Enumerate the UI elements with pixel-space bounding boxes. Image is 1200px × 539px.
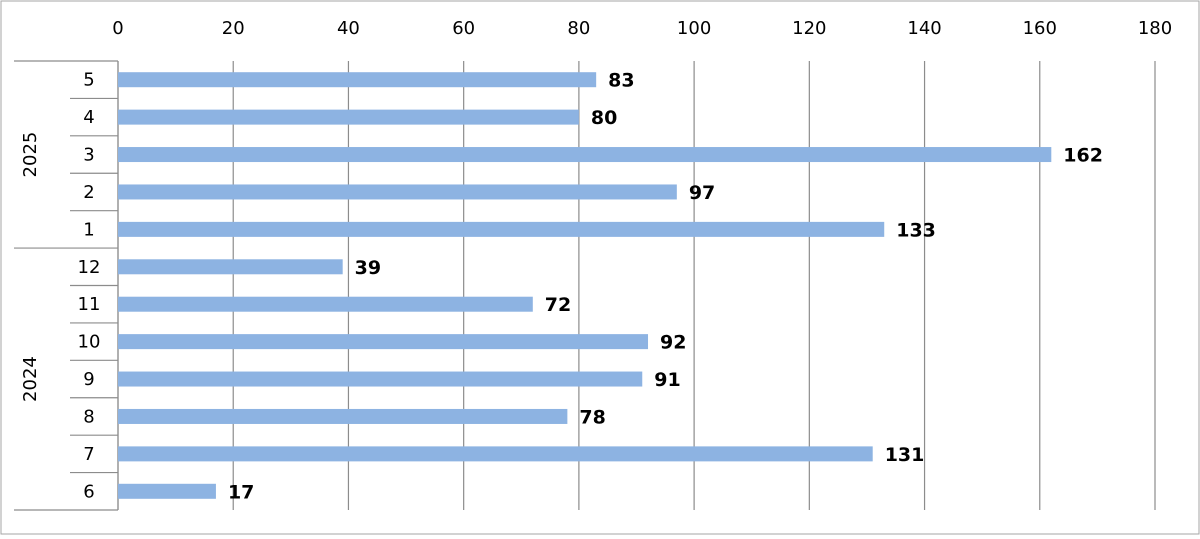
group-label-2024: 2024	[20, 356, 41, 402]
category-label-2024-6: 6	[83, 481, 94, 502]
data-label-2024-8: 78	[579, 406, 605, 428]
category-label-2024-9: 9	[83, 369, 94, 390]
x-tick-label-80: 80	[567, 18, 590, 39]
data-label-2024-6: 17	[228, 481, 254, 503]
data-label-2024-12: 39	[355, 257, 381, 279]
category-label-2024-11: 11	[78, 294, 101, 315]
data-label-2024-10: 92	[660, 332, 686, 354]
bar-2025-1	[118, 221, 885, 237]
bar-2024-6	[118, 483, 216, 499]
category-label-2025-4: 4	[83, 107, 94, 128]
bar-2024-12	[118, 259, 343, 275]
category-label-2025-5: 5	[83, 70, 94, 91]
data-label-2025-5: 83	[608, 70, 634, 92]
data-label-2024-11: 72	[545, 294, 571, 316]
data-label-2024-7: 131	[885, 444, 925, 466]
x-tick-label-100: 100	[677, 18, 711, 39]
bar-2025-2	[118, 184, 677, 200]
x-tick-label-0: 0	[112, 18, 123, 39]
bar-2024-10	[118, 334, 649, 350]
bar-2025-5	[118, 72, 597, 88]
bar-2024-7	[118, 446, 873, 462]
category-label-2024-8: 8	[83, 406, 94, 427]
category-label-2025-3: 3	[83, 145, 94, 166]
data-label-2024-9: 91	[654, 369, 680, 391]
x-tick-label-160: 160	[1023, 18, 1057, 39]
data-label-2025-3: 162	[1063, 145, 1103, 167]
x-tick-label-140: 140	[907, 18, 941, 39]
x-tick-label-60: 60	[452, 18, 475, 39]
bar-2024-11	[118, 296, 533, 312]
category-label-2024-10: 10	[78, 332, 101, 353]
bar-2024-8	[118, 408, 568, 424]
category-label-2025-1: 1	[83, 219, 94, 240]
x-tick-label-40: 40	[337, 18, 360, 39]
bar-2025-3	[118, 147, 1052, 163]
data-label-2025-2: 97	[689, 182, 715, 204]
bar-2025-4	[118, 109, 579, 125]
data-label-2025-4: 80	[591, 107, 617, 129]
data-label-2025-1: 133	[896, 219, 936, 241]
category-label-2024-7: 7	[83, 444, 94, 465]
x-tick-label-180: 180	[1138, 18, 1172, 39]
group-label-2025: 2025	[20, 132, 41, 178]
x-tick-label-20: 20	[222, 18, 245, 39]
bar-2024-9	[118, 371, 643, 387]
category-label-2024-12: 12	[78, 257, 101, 278]
category-label-2025-2: 2	[83, 182, 94, 203]
x-tick-label-120: 120	[792, 18, 826, 39]
